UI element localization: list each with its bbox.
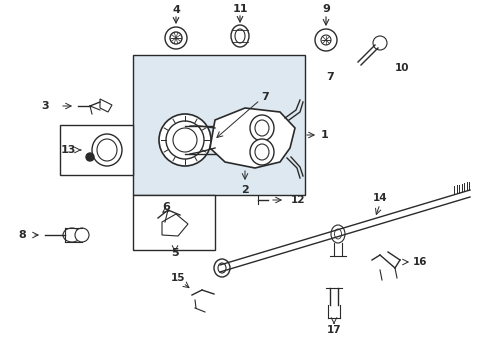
Ellipse shape	[164, 27, 186, 49]
FancyBboxPatch shape	[133, 195, 215, 250]
Ellipse shape	[159, 114, 210, 166]
Text: 12: 12	[290, 195, 305, 205]
Ellipse shape	[235, 29, 244, 43]
Ellipse shape	[249, 115, 273, 141]
Circle shape	[75, 228, 89, 242]
Text: 2: 2	[241, 185, 248, 195]
Ellipse shape	[97, 139, 117, 161]
Polygon shape	[100, 99, 112, 112]
Text: 6: 6	[162, 202, 170, 212]
Ellipse shape	[254, 120, 268, 136]
Text: 17: 17	[326, 325, 341, 335]
Ellipse shape	[214, 259, 229, 277]
Text: 7: 7	[261, 92, 268, 102]
Ellipse shape	[330, 225, 345, 243]
Text: 11: 11	[232, 4, 247, 14]
Ellipse shape	[314, 29, 336, 51]
Text: 5: 5	[171, 248, 179, 258]
Text: 9: 9	[322, 4, 329, 14]
Ellipse shape	[334, 229, 341, 239]
FancyBboxPatch shape	[60, 125, 133, 175]
Ellipse shape	[165, 121, 203, 159]
Ellipse shape	[372, 36, 386, 50]
FancyBboxPatch shape	[133, 55, 305, 195]
Ellipse shape	[320, 35, 330, 45]
Text: 4: 4	[172, 5, 180, 15]
Ellipse shape	[92, 134, 122, 166]
Text: 14: 14	[372, 193, 386, 203]
Ellipse shape	[249, 139, 273, 165]
Ellipse shape	[254, 144, 268, 160]
Polygon shape	[209, 108, 294, 168]
Text: 7: 7	[325, 72, 333, 82]
Text: 3: 3	[41, 101, 49, 111]
Text: 13: 13	[60, 145, 76, 155]
Text: 16: 16	[412, 257, 427, 267]
Ellipse shape	[63, 228, 81, 242]
Text: 10: 10	[394, 63, 408, 73]
Circle shape	[86, 153, 94, 161]
Ellipse shape	[230, 25, 248, 47]
Ellipse shape	[170, 32, 182, 44]
Polygon shape	[162, 214, 187, 236]
Text: 1: 1	[321, 130, 328, 140]
Text: 15: 15	[170, 273, 185, 283]
Text: 8: 8	[18, 230, 26, 240]
Ellipse shape	[173, 128, 197, 152]
Ellipse shape	[218, 263, 225, 273]
